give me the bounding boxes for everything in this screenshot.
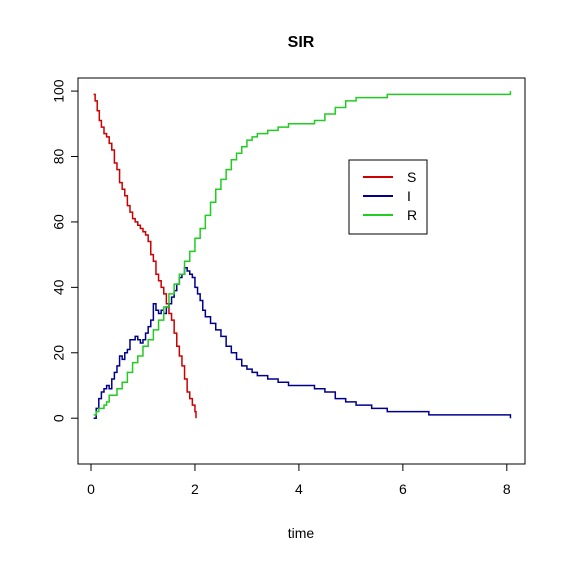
y-axis: 0 20 40 60 80 100 bbox=[51, 79, 79, 422]
x-tick-label: 8 bbox=[503, 481, 511, 497]
y-tick-label: 20 bbox=[51, 345, 67, 361]
y-tick-label: 80 bbox=[51, 149, 67, 165]
legend: SIR bbox=[348, 159, 428, 235]
legend-label-r: R bbox=[407, 207, 417, 223]
x-tick-label: 0 bbox=[87, 481, 95, 497]
plot-box bbox=[77, 77, 526, 465]
x-tick-label: 2 bbox=[191, 481, 199, 497]
y-tick-label: 60 bbox=[51, 214, 67, 230]
x-tick-label: 6 bbox=[399, 481, 407, 497]
y-tick-label: 40 bbox=[51, 279, 67, 295]
legend-label-i: I bbox=[407, 188, 411, 204]
x-axis-label: time bbox=[288, 525, 315, 541]
x-tick-label: 4 bbox=[295, 481, 303, 497]
legend-label-s: S bbox=[407, 169, 416, 185]
chart-title: SIR bbox=[288, 34, 315, 51]
y-tick-label: 100 bbox=[51, 79, 67, 103]
series-line-s bbox=[93, 93, 197, 419]
x-axis: 0 2 4 6 8 bbox=[87, 463, 511, 497]
series-line-r bbox=[93, 91, 512, 416]
y-tick-label: 0 bbox=[51, 414, 67, 422]
series-line-i bbox=[93, 266, 512, 419]
series-lines bbox=[93, 91, 512, 419]
